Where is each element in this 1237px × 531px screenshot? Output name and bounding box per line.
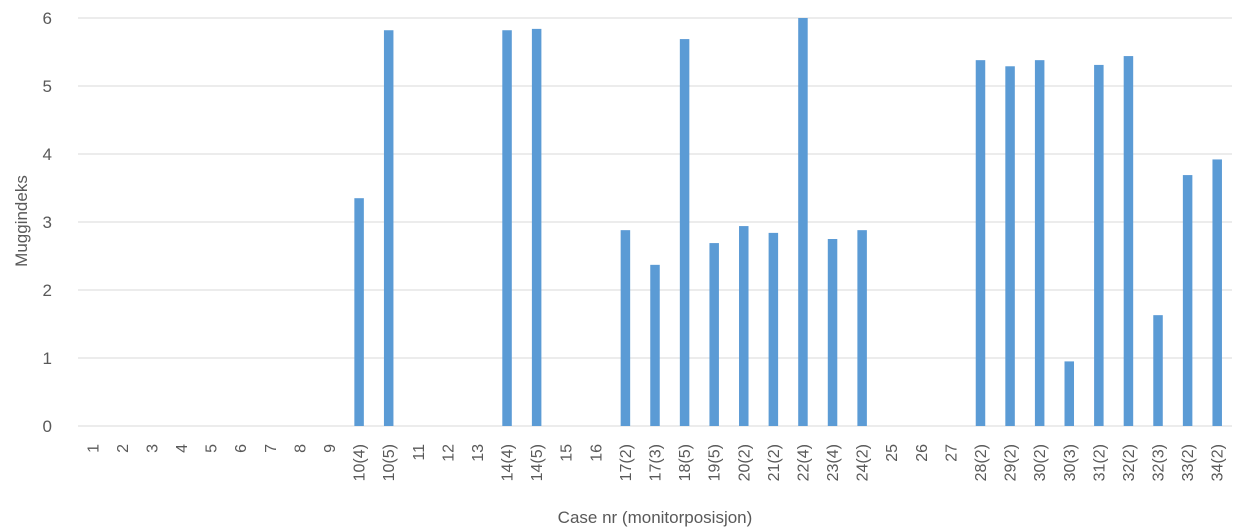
- bar-23(4): [827, 239, 838, 426]
- x-tick-label: 5: [204, 444, 221, 453]
- y-tick-label: 6: [43, 9, 52, 28]
- x-tick-label: 3: [144, 444, 161, 453]
- x-tick-label: 17(3): [648, 444, 665, 481]
- y-tick-label: 3: [43, 213, 52, 232]
- bar-20(2): [739, 226, 749, 426]
- x-tick-label: 24(2): [855, 444, 872, 481]
- bar-17(3): [650, 264, 660, 426]
- bar-29(2): [1005, 66, 1015, 426]
- x-tick-label: 23(4): [825, 444, 842, 481]
- x-tick-label: 30(3): [1062, 444, 1079, 481]
- x-tick-label: 29(2): [1003, 444, 1020, 481]
- x-tick-label: 2: [115, 444, 132, 453]
- y-tick-label: 4: [43, 145, 52, 164]
- x-tick-label: 31(2): [1091, 444, 1108, 481]
- bar-10(5): [383, 30, 394, 427]
- x-tick-label: 4: [174, 444, 191, 453]
- x-tick-label: 26: [914, 444, 931, 462]
- x-tick-label: 21(2): [766, 444, 783, 481]
- bar-17(2): [620, 230, 631, 426]
- x-tick-label: 16: [588, 444, 605, 462]
- bar-33(2): [1182, 175, 1193, 426]
- y-tick-label: 5: [43, 77, 52, 96]
- x-axis-title: Case nr (monitorposisjon): [558, 508, 753, 527]
- x-tick-label: 28(2): [973, 444, 990, 481]
- bar-14(4): [502, 30, 512, 427]
- x-tick-label: 10(5): [381, 444, 398, 481]
- y-tick-label: 0: [43, 417, 52, 436]
- bar-30(2): [1034, 60, 1045, 426]
- x-tick-label: 10(4): [352, 444, 369, 481]
- x-tick-label: 6: [233, 444, 250, 453]
- x-tick-label: 12: [440, 444, 457, 462]
- bar-14(5): [531, 28, 542, 426]
- x-tick-label: 8: [292, 444, 309, 453]
- x-tick-label: 9: [322, 444, 339, 453]
- x-tick-label: 30(2): [1032, 444, 1049, 481]
- bar-34(2): [1212, 159, 1222, 426]
- x-tick-label: 32(3): [1151, 444, 1168, 481]
- bar-30(3): [1064, 361, 1075, 426]
- y-tick-label: 1: [43, 349, 52, 368]
- y-tick-label: 2: [43, 281, 52, 300]
- x-tick-label: 33(2): [1180, 444, 1197, 481]
- x-tick-label: 7: [263, 444, 280, 453]
- x-axis-ticks: 1 2 3 4 5 6 7 8 9 10(4) 10(5) 11 12 13 14(4) 14(5) 15 16 1…: [85, 444, 1226, 481]
- bars: [354, 18, 1222, 427]
- bar-32(3): [1153, 315, 1163, 426]
- x-tick-label: 17(2): [618, 444, 635, 481]
- x-tick-label: 19(5): [707, 444, 724, 481]
- x-tick-label: 18(5): [677, 444, 694, 481]
- x-tick-label: 15: [559, 444, 576, 462]
- bar-21(2): [768, 232, 779, 426]
- x-tick-label: 1: [85, 444, 102, 453]
- bar-18(5): [679, 39, 690, 427]
- x-tick-label: 25: [884, 444, 901, 462]
- bar-10(4): [354, 198, 364, 426]
- y-axis-ticks: 0 1 2 3 4 5 6: [43, 9, 52, 436]
- y-axis-title: Muggindeks: [12, 175, 31, 267]
- bar-24(2): [857, 230, 867, 426]
- x-tick-label: 32(2): [1121, 444, 1138, 481]
- bar-32(2): [1123, 56, 1134, 427]
- bar-22(4): [798, 18, 808, 426]
- bar-31(2): [1094, 64, 1104, 427]
- x-tick-label: 14(4): [500, 444, 517, 481]
- x-tick-label: 34(2): [1210, 444, 1227, 481]
- x-tick-label: 11: [411, 444, 428, 461]
- x-tick-label: 27: [943, 444, 960, 462]
- x-tick-label: 14(5): [529, 444, 546, 481]
- x-tick-label: 22(4): [795, 444, 812, 481]
- x-tick-label: 13: [470, 444, 487, 462]
- bar-19(5): [709, 243, 719, 426]
- bar-28(2): [975, 60, 986, 426]
- x-tick-label: 20(2): [736, 444, 753, 481]
